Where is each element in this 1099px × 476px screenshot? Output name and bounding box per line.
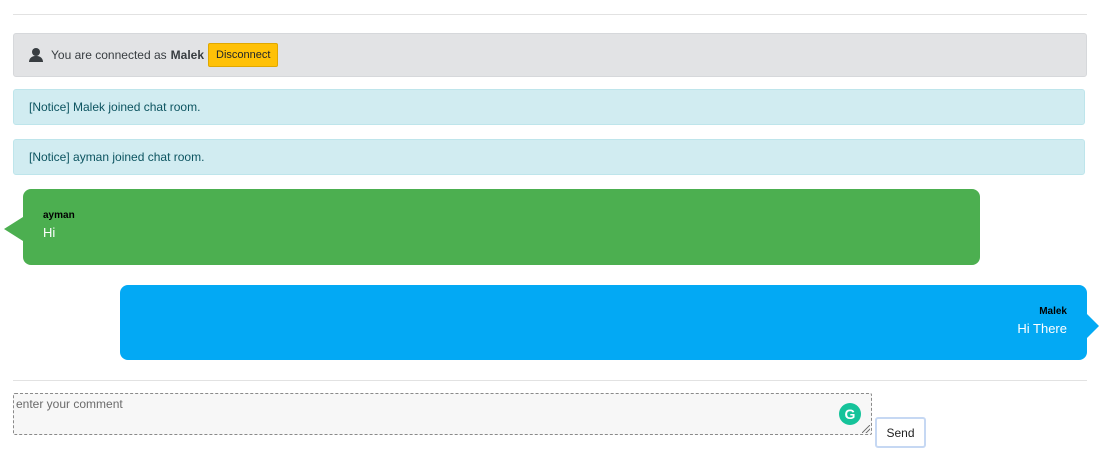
bottom-divider (13, 380, 1087, 381)
disconnect-button[interactable]: Disconnect (208, 43, 279, 67)
notice-message: [Notice] ayman joined chat room. (13, 139, 1085, 175)
connection-text: You are connected as (51, 48, 167, 62)
bubble-tail (1087, 314, 1099, 338)
chat-message-incoming: ayman Hi (4, 189, 980, 265)
comment-box: G (13, 393, 872, 435)
user-icon (29, 48, 43, 62)
grammarly-icon[interactable]: G (839, 403, 861, 425)
message-sender: Malek (1039, 306, 1067, 317)
message-text: Hi There (1017, 321, 1067, 336)
chat-message-outgoing: Malek Hi There (120, 285, 1099, 360)
comment-input[interactable] (14, 394, 871, 434)
connection-status-bar: You are connected as Malek Disconnect (13, 33, 1087, 77)
connected-username: Malek (170, 48, 205, 62)
message-sender: ayman (43, 210, 75, 221)
send-button[interactable]: Send (875, 417, 926, 448)
notice-message: [Notice] Malek joined chat room. (13, 89, 1085, 125)
bubble-tail (4, 217, 23, 241)
message-text: Hi (43, 225, 56, 240)
resize-handle[interactable] (862, 425, 870, 433)
top-divider (13, 14, 1087, 15)
